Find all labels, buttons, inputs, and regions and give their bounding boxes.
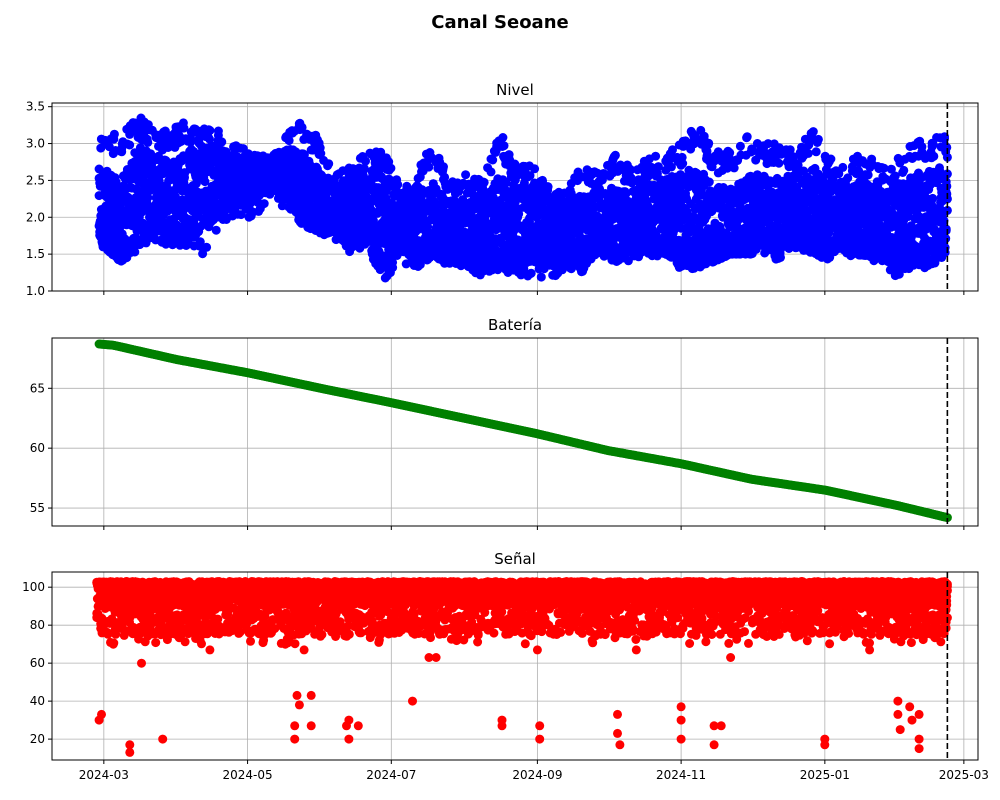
nivel-point xyxy=(498,133,508,142)
nivel-point xyxy=(299,150,309,160)
nivel-point xyxy=(186,135,196,145)
nivel-point xyxy=(678,159,688,168)
nivel-point xyxy=(202,242,212,252)
nivel-point xyxy=(204,134,214,144)
nivel-point xyxy=(461,170,471,180)
nivel-point xyxy=(774,158,784,168)
nivel-point xyxy=(195,237,205,247)
nivel-point xyxy=(486,167,496,177)
nivel-point xyxy=(179,123,189,133)
figure-title: Canal Seoane xyxy=(431,12,569,33)
nivel-point xyxy=(297,122,307,132)
nivel-point xyxy=(259,199,269,209)
nivel-point xyxy=(143,193,153,203)
nivel-point xyxy=(742,132,752,142)
nivel-point xyxy=(499,141,509,151)
nivel-point xyxy=(109,129,119,139)
nivel-point xyxy=(530,164,540,174)
nivel-point xyxy=(284,136,294,146)
nivel-point xyxy=(324,159,334,169)
nivel-point xyxy=(479,177,489,187)
nivel-point xyxy=(651,151,661,161)
nivel-point xyxy=(213,126,223,136)
nivel-point xyxy=(393,180,403,190)
nivel-point xyxy=(704,138,714,148)
nivel-point xyxy=(130,247,140,257)
nivel-point xyxy=(200,177,210,187)
nivel-point xyxy=(725,148,735,158)
nivel-point xyxy=(211,225,221,235)
nivel-point xyxy=(217,137,227,147)
nivel-point xyxy=(526,268,536,278)
nivel-point xyxy=(439,162,448,172)
nivel-point xyxy=(205,126,215,135)
nivel-point xyxy=(361,156,370,166)
nivel-point xyxy=(154,175,164,185)
nivel-point xyxy=(198,249,208,259)
nivel-point xyxy=(776,252,785,262)
nivel-point xyxy=(704,177,714,187)
nivel-point xyxy=(125,140,135,150)
nivel-point xyxy=(424,162,434,172)
nivel-point xyxy=(386,163,396,173)
nivel-point xyxy=(610,150,620,160)
nivel-point xyxy=(543,182,553,192)
nivel-point xyxy=(143,137,153,147)
data-points xyxy=(94,113,952,283)
nivel-point xyxy=(735,141,745,151)
nivel-point xyxy=(536,272,546,282)
